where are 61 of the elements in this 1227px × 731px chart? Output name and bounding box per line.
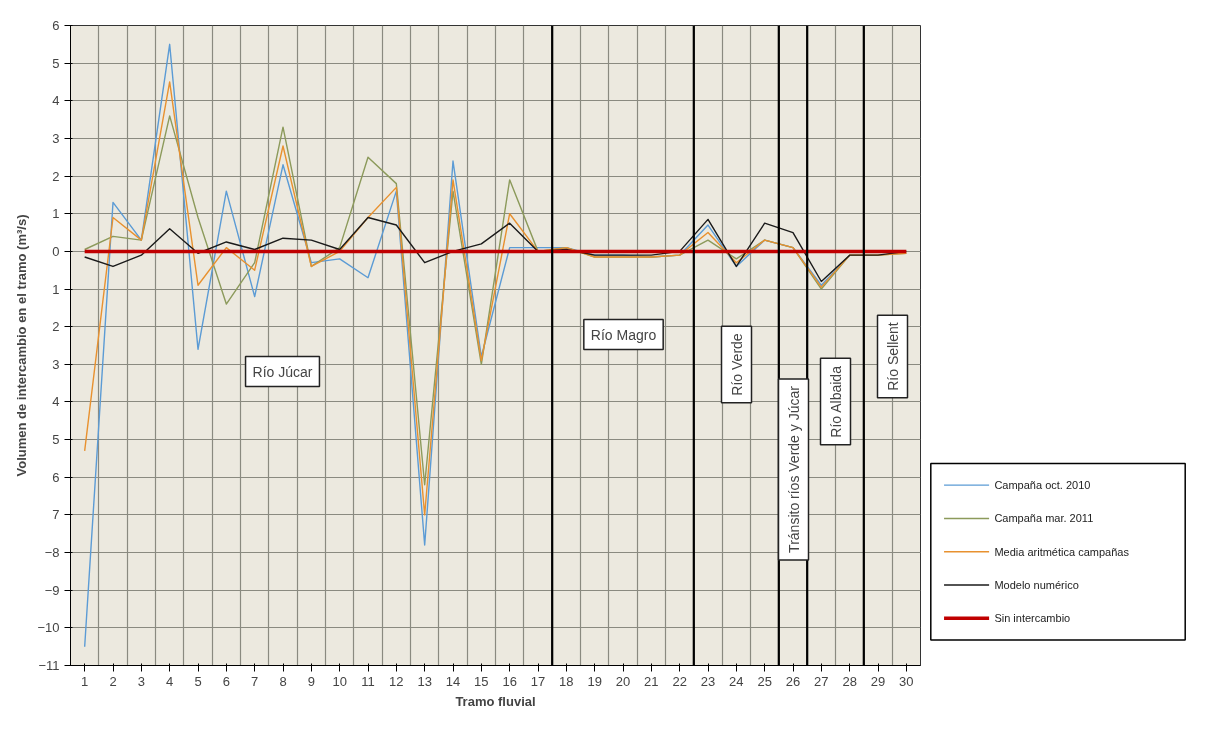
x-tick-label: 11 bbox=[361, 673, 375, 689]
x-tick-label: 2 bbox=[109, 673, 117, 689]
y-tick-label: 4 bbox=[52, 93, 60, 109]
x-tick-label: 12 bbox=[389, 673, 404, 689]
legend-label: Campaña mar. 2011 bbox=[994, 512, 1094, 525]
x-tick-label: 25 bbox=[757, 673, 772, 689]
x-tick-label: 27 bbox=[814, 673, 829, 689]
y-tick-label: −8 bbox=[44, 545, 60, 561]
y-axis-title: Volumen de intercambio en el tramo (m³/s) bbox=[14, 214, 30, 477]
y-tick-label: 5 bbox=[52, 432, 60, 448]
annotation: Río Júcar bbox=[252, 363, 313, 380]
y-tick-label: 3 bbox=[52, 356, 60, 372]
y-tick-label: 0 bbox=[52, 243, 60, 259]
x-tick-label: 14 bbox=[445, 673, 461, 689]
x-tick-label: 4 bbox=[166, 673, 174, 689]
x-tick-label: 5 bbox=[194, 673, 202, 689]
annotation: Río Albaida bbox=[827, 365, 844, 438]
annotation: Río Verde bbox=[728, 333, 745, 396]
legend-label: Modelo numérico bbox=[994, 578, 1079, 591]
x-tick-label: 13 bbox=[417, 673, 432, 689]
x-tick-label: 18 bbox=[559, 673, 574, 689]
x-tick-label: 26 bbox=[785, 673, 801, 689]
x-axis-title: Tramo fluvial bbox=[455, 693, 536, 709]
annotation: Río Magro bbox=[590, 326, 657, 343]
y-tick-label: 2 bbox=[52, 319, 60, 335]
x-tick-label: 29 bbox=[870, 673, 886, 689]
x-tick-label: 9 bbox=[307, 673, 315, 689]
y-tick-label: 4 bbox=[52, 394, 60, 410]
x-tick-label: 21 bbox=[644, 673, 659, 689]
y-tick-label: 5 bbox=[52, 55, 60, 71]
y-tick-label: 1 bbox=[52, 206, 60, 222]
x-tick-label: 30 bbox=[899, 673, 914, 689]
x-tick-label: 19 bbox=[587, 673, 602, 689]
annotation: Río Sellent bbox=[884, 322, 901, 391]
y-tick-label: 2 bbox=[52, 168, 60, 184]
x-tick-label: 23 bbox=[700, 673, 716, 689]
y-tick-label: 1 bbox=[52, 281, 60, 297]
y-tick-label: 6 bbox=[52, 18, 60, 33]
x-tick-label: 7 bbox=[251, 673, 259, 689]
y-tick-label: 6 bbox=[52, 469, 60, 485]
legend-label: Sin intercambio bbox=[994, 612, 1071, 625]
y-tick-label: 7 bbox=[52, 507, 60, 523]
x-tick-label: 6 bbox=[222, 673, 230, 689]
x-tick-label: 1 bbox=[81, 673, 89, 689]
x-tick-label: 16 bbox=[502, 673, 517, 689]
x-tick-label: 3 bbox=[137, 673, 145, 689]
x-tick-label: 22 bbox=[672, 673, 687, 689]
y-tick-label: −10 bbox=[37, 620, 60, 636]
x-tick-label: 24 bbox=[729, 673, 744, 689]
x-tick-label: 20 bbox=[615, 673, 631, 689]
x-tick-label: 8 bbox=[279, 673, 287, 689]
x-tick-label: 10 bbox=[332, 673, 347, 689]
x-tick-label: 28 bbox=[842, 673, 857, 689]
legend-label: Media aritmética campañas bbox=[994, 545, 1130, 558]
y-tick-label: 3 bbox=[52, 130, 60, 146]
x-tick-label: 17 bbox=[530, 673, 546, 689]
x-tick-label: 15 bbox=[474, 673, 489, 689]
y-tick-label: −9 bbox=[44, 582, 60, 598]
legend-label: Campaña oct. 2010 bbox=[994, 479, 1091, 492]
annotation: Tránsito ríos Verde y Júcar bbox=[785, 385, 802, 553]
y-tick-label: −11 bbox=[38, 658, 60, 673]
